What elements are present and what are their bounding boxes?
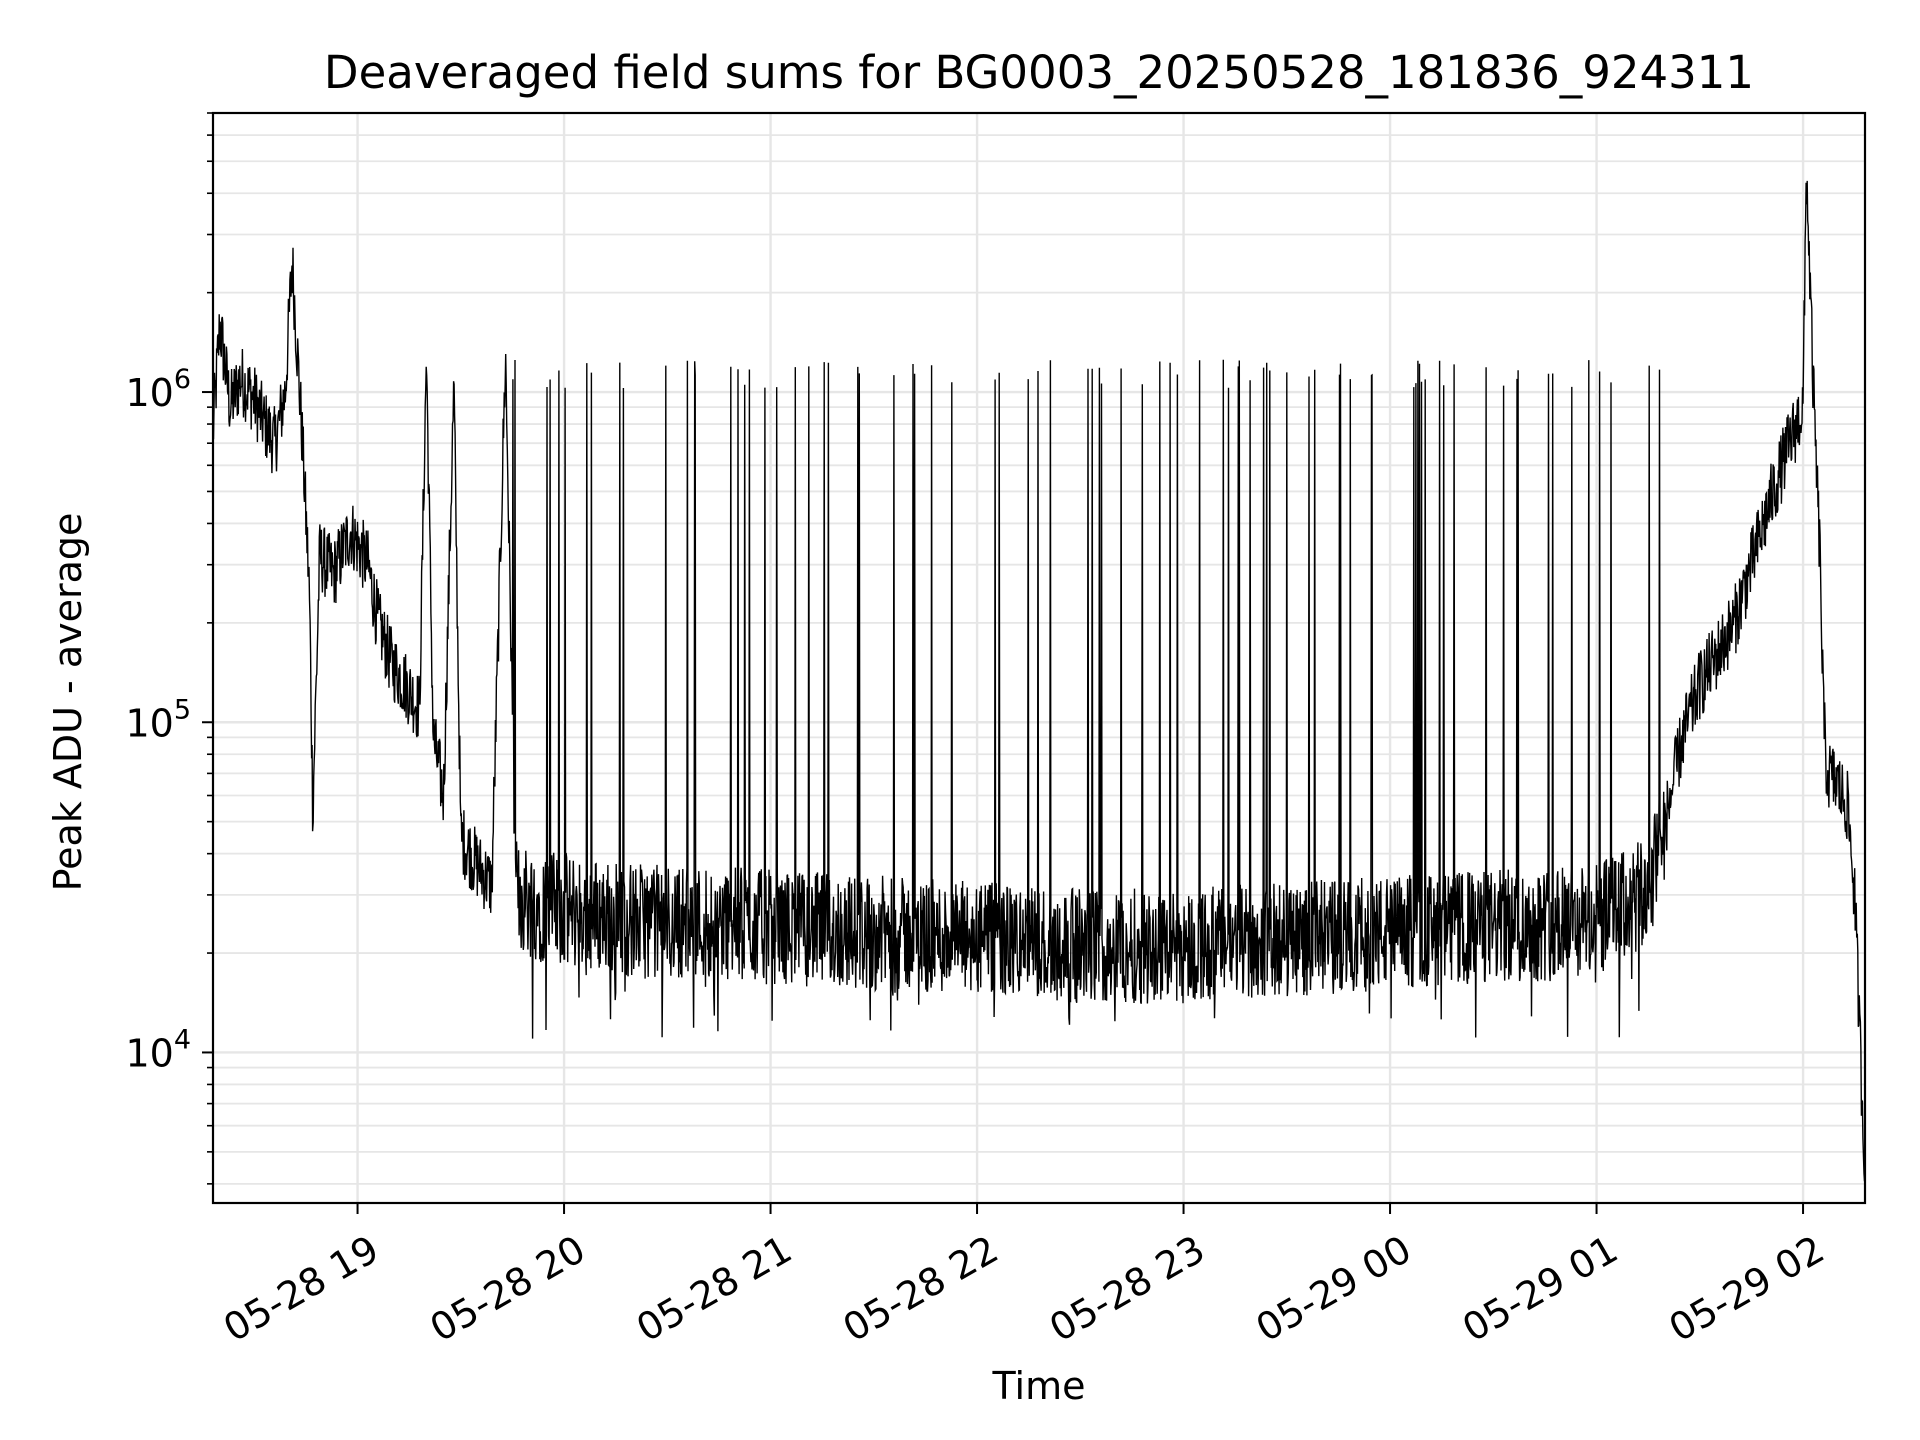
y-axis-label: Peak ADU - average xyxy=(46,512,90,892)
y-tick-label: 105 xyxy=(125,694,191,745)
y-tick-base: 10 xyxy=(125,1031,173,1075)
x-tick-label: 05-28 22 xyxy=(836,1227,1006,1351)
x-axis-label: Time xyxy=(992,1364,1086,1408)
chart-title: Deaveraged field sums for BG0003_2025052… xyxy=(323,46,1755,99)
y-tick-exponent: 5 xyxy=(174,694,191,725)
y-tick-exponent: 4 xyxy=(174,1024,191,1055)
data-series-line xyxy=(213,180,1865,1182)
x-tick-label: 05-28 23 xyxy=(1042,1227,1212,1351)
grid xyxy=(213,112,1865,1203)
x-tick-label: 05-29 01 xyxy=(1455,1227,1625,1351)
x-tick-label: 05-28 20 xyxy=(423,1227,593,1351)
y-tick-label: 104 xyxy=(125,1024,191,1075)
y-tick-base: 10 xyxy=(125,371,173,415)
x-tick-label: 05-28 19 xyxy=(216,1227,386,1351)
x-tick-label: 05-28 21 xyxy=(629,1227,799,1351)
y-tick-label: 106 xyxy=(125,364,191,415)
x-tick-label: 05-29 00 xyxy=(1249,1227,1419,1351)
y-tick-exponent: 6 xyxy=(174,364,191,395)
plot-frame xyxy=(211,111,1867,1205)
y-tick-base: 10 xyxy=(125,701,173,745)
x-tick-label: 05-29 02 xyxy=(1662,1227,1832,1351)
